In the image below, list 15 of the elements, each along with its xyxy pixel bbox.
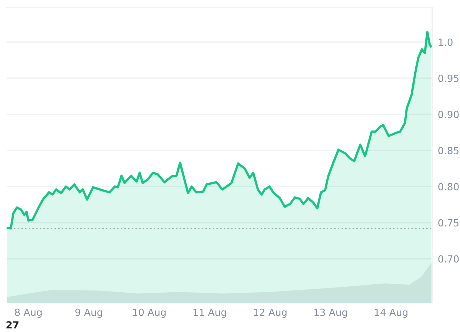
x-tick-label: 8 Aug [15,308,42,318]
x-tick-label: 12 Aug [254,308,287,318]
text: 27 [6,321,19,329]
x-tick-label: 10 Aug [133,308,166,318]
x-tick-label: 13 Aug [314,308,348,318]
x-tick-label: 14 Aug [375,308,408,318]
y-tick-label: 0.80 [438,183,459,191]
x-tick-label: 11 Aug [194,308,226,318]
y-tick-label: 0.85 [438,147,459,155]
y-tick-label: 1.0 [439,38,453,46]
x-tick-label: 9 Aug [76,308,102,318]
y-tick-label: 0.95 [438,74,459,82]
y-tick-label: 0.75 [438,219,459,227]
y-tick-label: 0.70 [438,256,459,263]
y-tick-label: 0.90 [438,111,459,118]
